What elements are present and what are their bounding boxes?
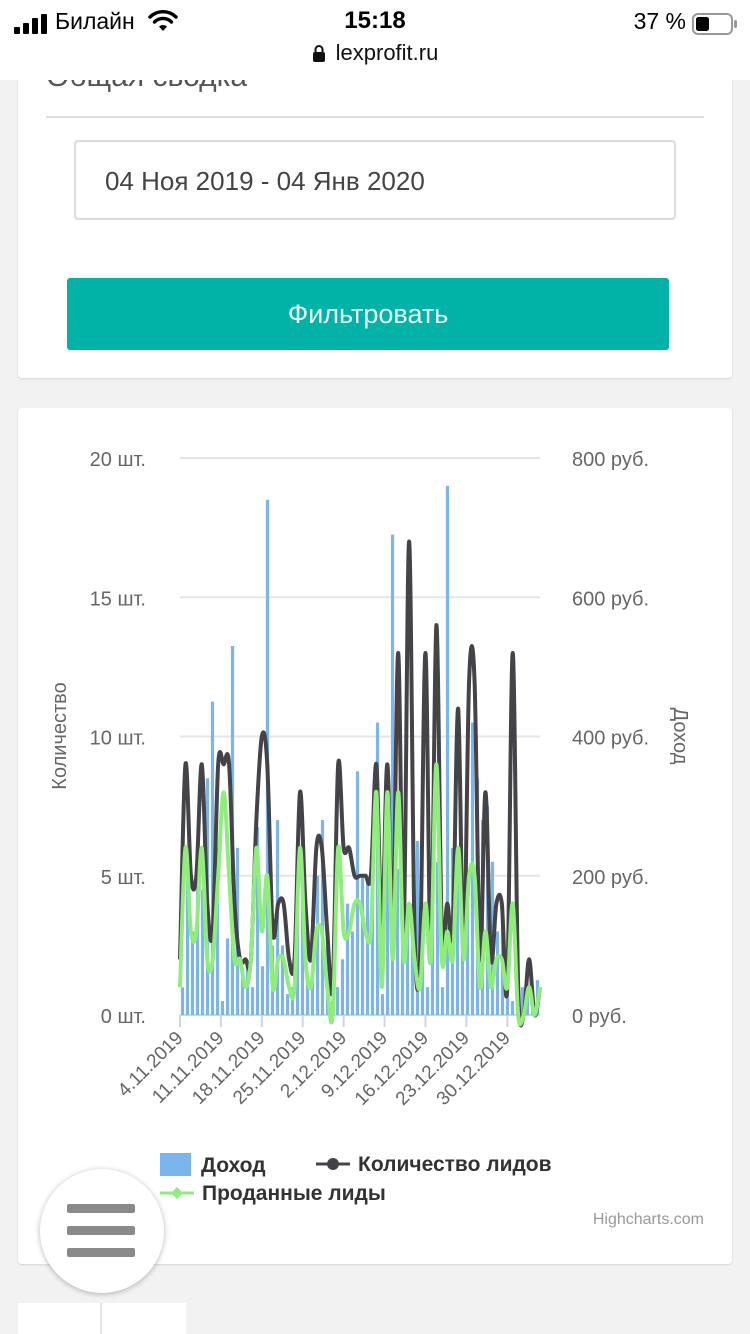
- right-axis-tick-label: 400 руб.: [572, 728, 649, 750]
- income-bar: [286, 994, 289, 1015]
- income-bar: [251, 987, 254, 1015]
- income-bar: [366, 883, 369, 1015]
- chart-card: 4.11.2019 11.11.2019 18.11.2019 25.11.2019 2…: [18, 408, 732, 1264]
- income-leads-chart: 4.11.201911.11.201918.11.201925.11.20192…: [18, 408, 732, 1264]
- left-axis-tick-label: 20 шт.: [90, 449, 146, 471]
- legend-leads[interactable]: Количество лидов: [316, 1153, 552, 1177]
- income-bar: [496, 931, 499, 1015]
- left-axis-tick-label: 10 шт.: [90, 728, 146, 750]
- legend-income-swatch: [160, 1153, 191, 1176]
- income-bar: [221, 1001, 224, 1015]
- income-bar: [426, 987, 429, 1015]
- lock-icon: [312, 44, 326, 62]
- highcharts-credits[interactable]: Highcharts.com: [593, 1211, 704, 1229]
- income-bar: [351, 931, 354, 1015]
- income-bar: [441, 987, 444, 1015]
- income-bar: [336, 987, 339, 1015]
- summary-card: Общая сводка 04 Ноя 2019 - 04 Янв 2020 Ф…: [18, 80, 732, 378]
- battery-percentage: 37 %: [634, 8, 686, 35]
- divider: [46, 116, 704, 118]
- bottom-tabs[interactable]: [18, 1303, 186, 1334]
- filter-button[interactable]: Фильтровать: [67, 278, 669, 350]
- left-axis-title: Количество: [49, 682, 71, 789]
- income-bar: [356, 771, 359, 1015]
- left-axis: 0 шт. 5 шт. 10 шт. 15 шт. 20 шт.: [90, 449, 146, 1028]
- right-axis-title: Доход: [669, 708, 691, 765]
- left-axis-tick-label: 0 шт.: [101, 1006, 146, 1028]
- right-axis: 0 руб. 200 руб. 400 руб. 600 руб. 800 руб.: [572, 449, 649, 1028]
- income-bar: [361, 876, 364, 1015]
- income-bar: [341, 959, 344, 1015]
- right-axis-tick-label: 800 руб.: [572, 449, 649, 471]
- income-bar: [226, 938, 229, 1015]
- legend-sold-label: Проданные лиды: [202, 1182, 386, 1205]
- legend-sold[interactable]: Проданные лиды: [160, 1182, 386, 1206]
- left-axis-tick-label: 15 шт.: [90, 588, 146, 610]
- legend-leads-label: Количество лидов: [358, 1153, 552, 1176]
- summary-title: Общая сводка: [46, 80, 247, 94]
- battery-icon: [692, 13, 738, 35]
- x-axis: 4.11.201911.11.201918.11.201925.11.20192…: [114, 1015, 515, 1110]
- status-bar: Билайн 15:18 37 % lexprofit.ru: [0, 0, 750, 80]
- income-bar: [181, 987, 184, 1015]
- income-bar: [191, 931, 194, 1015]
- right-axis-tick-label: 200 руб.: [572, 867, 649, 889]
- right-axis-tick-label: 600 руб.: [572, 588, 649, 610]
- right-axis-tick-label: 0 руб.: [572, 1006, 627, 1028]
- address-bar[interactable]: lexprofit.ru: [0, 40, 750, 66]
- income-bar: [261, 966, 264, 1015]
- left-axis-tick-label: 5 шт.: [101, 867, 146, 889]
- tab-separator: [100, 1303, 102, 1334]
- income-bar: [346, 904, 349, 1015]
- income-bar: [381, 994, 384, 1015]
- legend-income[interactable]: Доход: [160, 1153, 266, 1178]
- legend-leads-symbol: [316, 1154, 350, 1174]
- legend-income-label: Доход: [201, 1154, 266, 1177]
- legend-sold-symbol: [160, 1183, 194, 1203]
- url-text: lexprofit.ru: [336, 40, 439, 65]
- date-range-input[interactable]: 04 Ноя 2019 - 04 Янв 2020: [74, 140, 676, 220]
- income-bar: [511, 1001, 514, 1015]
- hamburger-menu-button[interactable]: [40, 1169, 164, 1293]
